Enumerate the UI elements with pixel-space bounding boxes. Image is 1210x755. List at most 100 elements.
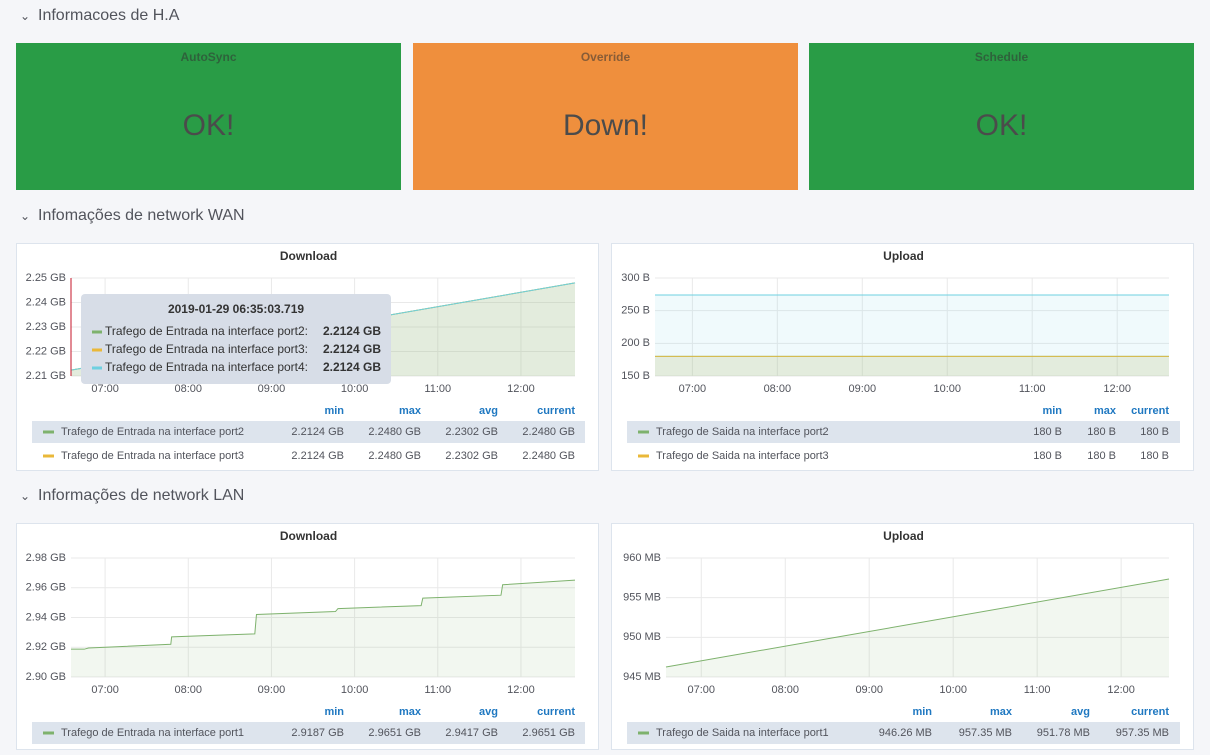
legend-value: 2.2302 GB (445, 426, 498, 438)
legend-label: Trafego de Entrada na interface port3 (61, 450, 244, 462)
legend-value: 2.2480 GB (522, 450, 575, 462)
x-tick-label: 10:00 (341, 383, 369, 395)
y-tick-label: 2.98 GB (26, 552, 66, 564)
graph-panel: Upload 150 B 200 B 250 B 300 B 07:00 08:00 09:0… (611, 243, 1194, 471)
legend-header: max (1094, 405, 1117, 417)
legend-label: Trafego de Saida na interface port1 (656, 727, 829, 739)
legend-header: max (990, 706, 1013, 718)
area (71, 580, 575, 677)
legend-value: 2.9187 GB (291, 727, 344, 739)
x-tick-label: 07:00 (679, 383, 707, 395)
legend-label: Trafego de Saida na interface port2 (656, 426, 829, 438)
x-tick-label: 08:00 (175, 383, 203, 395)
graph-panel: Upload 945 MB 950 MB 955 MB 960 MB 07:00 08:00… (611, 523, 1194, 750)
x-tick-label: 10:00 (939, 684, 967, 696)
legend-header: current (1131, 405, 1169, 417)
legend-header: avg (1071, 706, 1090, 718)
stat-value: OK! (182, 109, 235, 142)
y-tick-label: 250 B (621, 305, 650, 317)
legend-value: 2.2480 GB (368, 450, 421, 462)
row-title: Infomações de network WAN (38, 207, 245, 224)
panel-title: Download (280, 529, 337, 543)
legend-value: 180 B (1033, 426, 1062, 438)
legend-header: current (537, 405, 575, 417)
legend-value: 2.9417 GB (445, 727, 498, 739)
row-header[interactable]: ⌄ Informacoes de H.A (20, 7, 180, 24)
stat-value: OK! (975, 109, 1028, 142)
x-tick-label: 09:00 (258, 383, 286, 395)
legend-header: current (537, 706, 575, 718)
panel-title: Upload (883, 529, 924, 543)
y-tick-label: 200 B (621, 337, 650, 349)
stat-panel: Schedule OK! (809, 43, 1194, 190)
x-tick-label: 11:00 (424, 383, 451, 395)
area (655, 356, 1169, 376)
x-tick-label: 09:00 (849, 383, 877, 395)
tooltip-time: 2019-01-29 06:35:03.719 (168, 302, 304, 316)
legend-label: Trafego de Entrada na interface port1 (61, 727, 244, 739)
tooltip (81, 294, 391, 384)
legend-header: max (399, 706, 422, 718)
legend-value: 2.9651 GB (368, 727, 421, 739)
legend-value: 180 B (1087, 450, 1116, 462)
legend-value: 180 B (1087, 426, 1116, 438)
legend-value: 180 B (1140, 426, 1169, 438)
legend-value: 180 B (1033, 450, 1062, 462)
legend-header: min (324, 706, 344, 718)
legend-header: avg (479, 405, 498, 417)
x-tick-label: 08:00 (764, 383, 792, 395)
row-title: Informações de network LAN (38, 487, 245, 504)
x-tick-label: 07:00 (688, 684, 716, 696)
y-tick-label: 945 MB (623, 671, 661, 683)
tooltip-value: 2.2124 GB (323, 342, 381, 356)
legend-row-bg (32, 421, 585, 443)
row-header[interactable]: ⌄ Infomações de network WAN (20, 207, 245, 224)
legend-row-bg (627, 421, 1180, 443)
legend-value: 946.26 MB (879, 727, 932, 739)
y-tick-label: 2.22 GB (26, 345, 66, 357)
x-tick-label: 09:00 (855, 684, 883, 696)
x-tick-label: 12:00 (1107, 684, 1135, 696)
x-tick-label: 11:00 (1024, 684, 1051, 696)
legend-value: 2.2124 GB (291, 426, 344, 438)
legend-value: 951.78 MB (1037, 727, 1090, 739)
y-tick-label: 2.21 GB (26, 370, 66, 382)
legend-value: 180 B (1140, 450, 1169, 462)
legend-row-bg (627, 722, 1180, 744)
tooltip-label: Trafego de Entrada na interface port3: (105, 342, 308, 356)
y-tick-label: 955 MB (623, 592, 661, 604)
x-tick-label: 11:00 (424, 684, 451, 696)
y-tick-label: 2.94 GB (26, 611, 66, 623)
y-tick-label: 950 MB (623, 631, 661, 643)
x-tick-label: 10:00 (341, 684, 369, 696)
stat-value: Down! (562, 109, 649, 142)
graph-panel: Download 2.21 GB 2.22 GB 2.23 GB 2.24 GB 2.25… (16, 243, 599, 471)
y-tick-label: 2.24 GB (26, 296, 66, 308)
row-header[interactable]: ⌄ Informações de network LAN (20, 487, 245, 504)
panel-title: AutoSync (180, 50, 237, 64)
line (71, 579, 576, 650)
legend-row-bg (32, 722, 585, 744)
x-tick-label: 10:00 (933, 383, 961, 395)
y-tick-label: 2.92 GB (26, 641, 66, 653)
x-tick-label: 12:00 (507, 684, 535, 696)
graph-panel: Download 2.90 GB 2.92 GB 2.94 GB 2.96 GB 2.98… (16, 523, 599, 750)
legend-header: min (1042, 405, 1062, 417)
area (655, 294, 1169, 376)
y-tick-label: 960 MB (623, 552, 661, 564)
legend-value: 2.2302 GB (445, 450, 498, 462)
panel-title: Download (280, 249, 337, 263)
x-tick-label: 07:00 (91, 684, 119, 696)
legend-value: 2.2480 GB (368, 426, 421, 438)
x-tick-label: 12:00 (1103, 383, 1131, 395)
legend-header: min (324, 405, 344, 417)
y-tick-label: 150 B (621, 370, 650, 382)
stat-panel: Override Down! (413, 43, 798, 190)
x-tick-label: 11:00 (1019, 383, 1046, 395)
x-tick-label: 08:00 (771, 684, 799, 696)
legend-header: current (1131, 706, 1169, 718)
x-tick-label: 09:00 (258, 684, 286, 696)
area (655, 356, 1169, 376)
y-tick-label: 2.96 GB (26, 582, 66, 594)
legend-value: 2.9651 GB (522, 727, 575, 739)
